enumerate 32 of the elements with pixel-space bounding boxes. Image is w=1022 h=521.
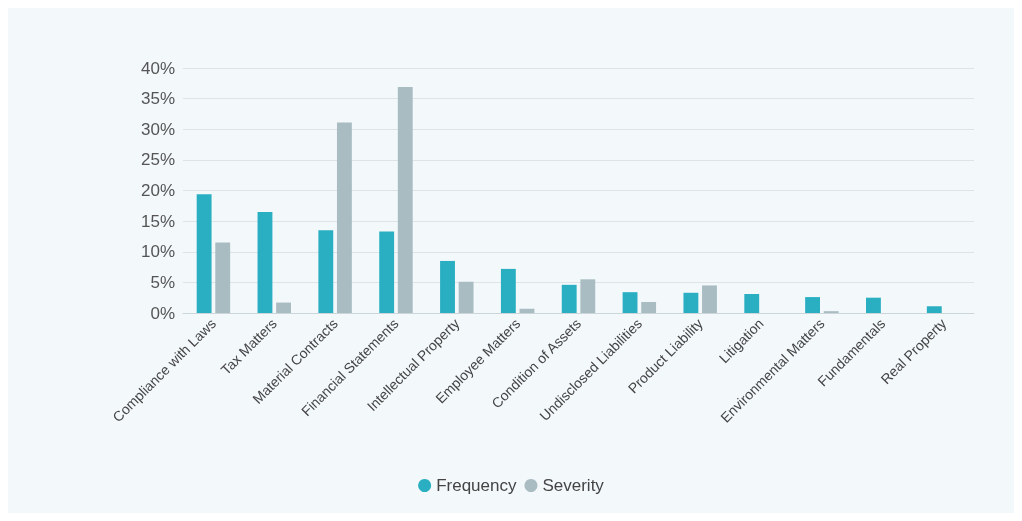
bar bbox=[276, 302, 291, 313]
bar bbox=[458, 281, 474, 313]
bar bbox=[744, 294, 760, 313]
y-tick-label: 25% bbox=[140, 150, 175, 170]
bar bbox=[318, 230, 334, 313]
y-tick-label: 35% bbox=[140, 89, 175, 109]
bar bbox=[866, 297, 881, 313]
y-tick-label: 40% bbox=[140, 58, 175, 78]
legend-label: Frequency bbox=[436, 476, 517, 495]
y-tick-label: 0% bbox=[150, 303, 175, 323]
bar bbox=[379, 231, 395, 313]
bar bbox=[500, 268, 516, 313]
bar bbox=[196, 194, 212, 313]
y-tick-label: 15% bbox=[140, 211, 175, 231]
bar bbox=[702, 285, 717, 313]
bar bbox=[397, 86, 413, 313]
bar bbox=[622, 292, 638, 313]
bar bbox=[580, 279, 596, 313]
bar bbox=[926, 306, 942, 313]
y-tick-label: 30% bbox=[140, 119, 175, 139]
y-tick-label: 5% bbox=[150, 272, 175, 292]
bar bbox=[257, 211, 273, 313]
bar bbox=[561, 284, 577, 313]
bar bbox=[641, 301, 657, 313]
bar bbox=[683, 292, 699, 313]
bar bbox=[440, 260, 455, 313]
legend-label: Severity bbox=[542, 476, 605, 495]
bar bbox=[215, 242, 231, 313]
y-tick-label: 20% bbox=[140, 181, 175, 200]
bar bbox=[336, 122, 352, 313]
y-tick-label: 10% bbox=[140, 242, 175, 262]
bar bbox=[805, 297, 821, 313]
